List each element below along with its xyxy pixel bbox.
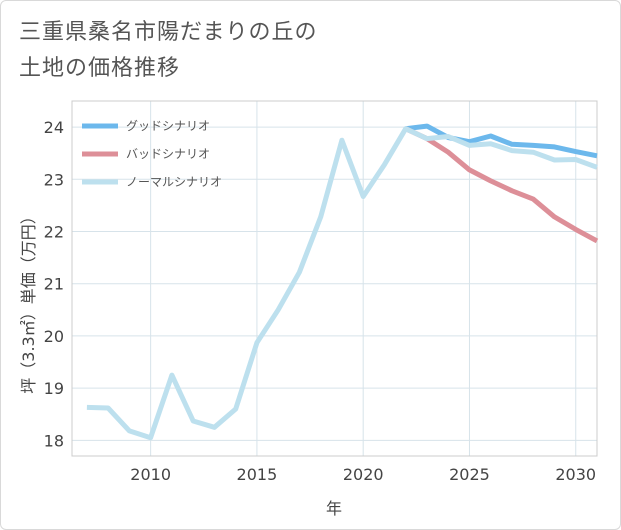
series-line-3 [86, 126, 598, 441]
y-tick-label: 22 [44, 223, 64, 242]
legend-label: グッドシナリオ [126, 119, 210, 133]
y-tick-labels: 18 19 20 21 22 23 24 [44, 118, 64, 450]
y-tick-label: 19 [44, 379, 64, 398]
y-axis-label: 坪（3.3㎡）単価（万円） [19, 208, 38, 393]
x-tick-label: 2010 [130, 465, 171, 484]
y-tick-label: 21 [44, 275, 64, 294]
series-lines [86, 123, 599, 441]
legend-label: ノーマルシナリオ [126, 175, 222, 189]
x-tick-label: 2015 [237, 465, 278, 484]
x-tick-label: 2030 [555, 465, 596, 484]
chart-title: 三重県桑名市陽だまりの丘の 土地の価格推移 [19, 20, 318, 81]
plot-area-border [71, 100, 598, 457]
x-tick-label: 2020 [343, 465, 384, 484]
x-tick-labels: 2010 2015 2020 2025 2030 [130, 465, 596, 484]
y-tick-label: 23 [44, 170, 64, 189]
series-line-2 [404, 126, 599, 244]
y-tick-label: 20 [44, 327, 64, 346]
legend-label: バッドシナリオ [126, 147, 210, 161]
y-tick-label: 18 [44, 431, 64, 450]
series-line-1 [405, 123, 598, 159]
x-axis-label: 年 [326, 499, 342, 518]
grid-lines [72, 101, 597, 456]
y-tick-label: 24 [44, 118, 64, 137]
x-tick-label: 2025 [449, 465, 490, 484]
